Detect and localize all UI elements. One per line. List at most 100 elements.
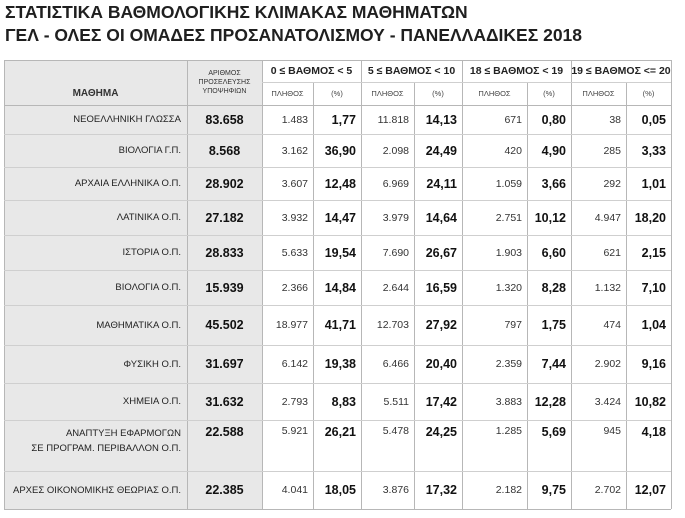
count-value: 4.041	[281, 484, 308, 496]
count-value: 3.883	[495, 395, 522, 408]
count-value: 11.818	[377, 113, 409, 126]
percent-value: 41,71	[324, 318, 356, 332]
count-value: 7.690	[382, 246, 409, 259]
subject-name: ΑΡΧΑΙΑ ΕΛΛΗΝΙΚΑ Ο.Π.	[74, 178, 181, 189]
count-value: 6.466	[382, 358, 409, 370]
percent-value: 27,92	[425, 318, 457, 332]
percent-value: 3,66	[541, 176, 566, 191]
percent-value: 26,67	[425, 245, 457, 260]
pct-subheader: (%)	[543, 89, 555, 98]
percent-value: 7,10	[641, 280, 666, 295]
range-header-2: 18 ≤ ΒΑΘΜΟΣ < 19	[469, 65, 564, 77]
percent-value: 26,21	[324, 425, 356, 439]
pct-subheader: (%)	[642, 89, 655, 98]
total-candidates: 28.902	[205, 176, 244, 191]
count-value: 4.947	[594, 211, 621, 224]
percent-value: 20,40	[425, 357, 457, 371]
count-value: 2.702	[594, 484, 621, 496]
count-value: 38	[609, 113, 621, 126]
subject-name: ΙΣΤΟΡΙΑ Ο.Π.	[122, 247, 182, 258]
count-value: 1.903	[495, 246, 522, 259]
count-value: 3.932	[281, 211, 308, 224]
count-value: 1.285	[495, 425, 522, 437]
percent-value: 8,83	[331, 394, 356, 409]
count-value: 3.162	[281, 144, 308, 157]
subject-name: ΑΝΑΠΤΥΞΗ ΕΦΑΡΜΟΓΩΝ ΣΕ ΠΡΟΓΡΑΜ. ΠΕΡΙΒΑΛΛΟ…	[31, 428, 181, 454]
subject-name: ΦΥΣΙΚΗ Ο.Π.	[123, 358, 182, 370]
count-value: 5.921	[281, 425, 308, 437]
percent-value: 7,44	[541, 357, 566, 371]
percent-value: 14,13	[425, 112, 457, 127]
subject-name: ΑΡΧΕΣ ΟΙΚΟΝΟΜΙΚΗΣ ΘΕΩΡΙΑΣ Ο.Π.	[12, 484, 181, 496]
subject-name: ΜΑΘΗΜΑΤΙΚΑ Ο.Π.	[96, 319, 181, 331]
pct-subheader: (%)	[432, 89, 444, 98]
total-candidates: 22.588	[205, 425, 244, 439]
count-value: 2.793	[281, 395, 308, 408]
subject-column-header: ΜΑΘΗΜΑ	[72, 88, 119, 99]
subject-name: ΧΗΜΕΙΑ Ο.Π.	[122, 396, 181, 407]
percent-value: 9,75	[541, 483, 566, 497]
percent-value: 36,90	[324, 143, 356, 158]
count-value: 2.751	[495, 211, 522, 224]
count-value: 2.359	[495, 358, 522, 370]
count-value: 18.977	[275, 319, 308, 331]
count-value: 5.478	[382, 425, 409, 437]
count-value: 420	[504, 144, 522, 157]
percent-value: 6,60	[541, 245, 566, 260]
subject-name: ΛΑΤΙΝΙΚΑ Ο.Π.	[116, 212, 181, 223]
total-candidates: 27.182	[205, 210, 244, 225]
percent-value: 16,59	[425, 280, 457, 295]
percent-value: 4,90	[541, 143, 566, 158]
range-header-3: 19 ≤ ΒΑΘΜΟΣ <= 20	[571, 65, 671, 77]
total-candidates: 15.939	[205, 280, 244, 295]
count-value: 3.424	[594, 395, 621, 408]
title-line-2: ΓΕΛ - ΟΛΕΣ ΟΙ ΟΜΑΔΕΣ ΠΡΟΣΑΝΑΤΟΛΙΣΜΟΥ - Π…	[5, 25, 583, 45]
count-value: 945	[603, 425, 621, 437]
percent-value: 18,05	[324, 483, 356, 497]
percent-value: 14,47	[324, 210, 356, 225]
count-subheader: ΠΛΗΘΟΣ	[371, 89, 404, 98]
total-column-header: ΑΡΙΘΜΟΣ ΠΡΟΣΕΛΕΥΣΗΣ ΥΠΟΨΗΦΙΩΝ	[198, 70, 251, 95]
percent-value: 19,54	[324, 245, 356, 260]
percent-value: 2,15	[641, 245, 666, 260]
count-subheader: ΠΛΗΘΟΣ	[271, 89, 304, 98]
count-value: 621	[603, 246, 621, 259]
total-candidates: 83.658	[205, 112, 244, 127]
count-value: 671	[504, 113, 522, 126]
count-value: 1.132	[594, 281, 621, 294]
percent-value: 3,33	[641, 143, 666, 158]
subject-name: ΒΙΟΛΟΓΙΑ Ο.Π.	[115, 282, 181, 293]
count-subheader: ΠΛΗΘΟΣ	[478, 89, 511, 98]
percent-value: 9,16	[641, 357, 666, 371]
percent-value: 12,48	[324, 176, 356, 191]
total-candidates: 8.568	[208, 143, 241, 158]
count-value: 2.182	[495, 484, 522, 496]
percent-value: 24,49	[425, 143, 457, 158]
total-candidates: 31.697	[205, 357, 244, 371]
subject-name: ΝΕΟΕΛΛΗΝΙΚΗ ΓΛΩΣΣΑ	[73, 114, 181, 125]
count-value: 2.644	[382, 281, 409, 294]
range-header-1: 5 ≤ ΒΑΘΜΟΣ < 10	[367, 65, 456, 77]
percent-value: 10,12	[534, 210, 566, 225]
count-value: 797	[504, 319, 522, 331]
percent-value: 12,28	[534, 394, 566, 409]
count-value: 285	[603, 144, 621, 157]
percent-value: 1,77	[331, 112, 356, 127]
count-value: 6.142	[281, 358, 308, 370]
subject-name: ΒΙΟΛΟΓΙΑ Γ.Π.	[118, 145, 181, 156]
percent-value: 1,75	[541, 318, 566, 332]
count-value: 5.633	[281, 246, 308, 259]
count-value: 3.979	[382, 211, 409, 224]
count-value: 3.607	[281, 177, 308, 190]
percent-value: 5,69	[541, 425, 566, 439]
count-value: 1.059	[495, 177, 522, 190]
total-candidates: 31.632	[205, 394, 244, 409]
count-value: 2.098	[382, 144, 409, 157]
count-value: 5.511	[383, 395, 410, 408]
percent-value: 12,07	[634, 483, 666, 497]
count-value: 6.969	[382, 177, 409, 190]
percent-value: 24,11	[426, 176, 457, 191]
percent-value: 0,80	[541, 112, 566, 127]
percent-value: 0,05	[641, 112, 666, 127]
total-candidates: 45.502	[205, 318, 244, 332]
